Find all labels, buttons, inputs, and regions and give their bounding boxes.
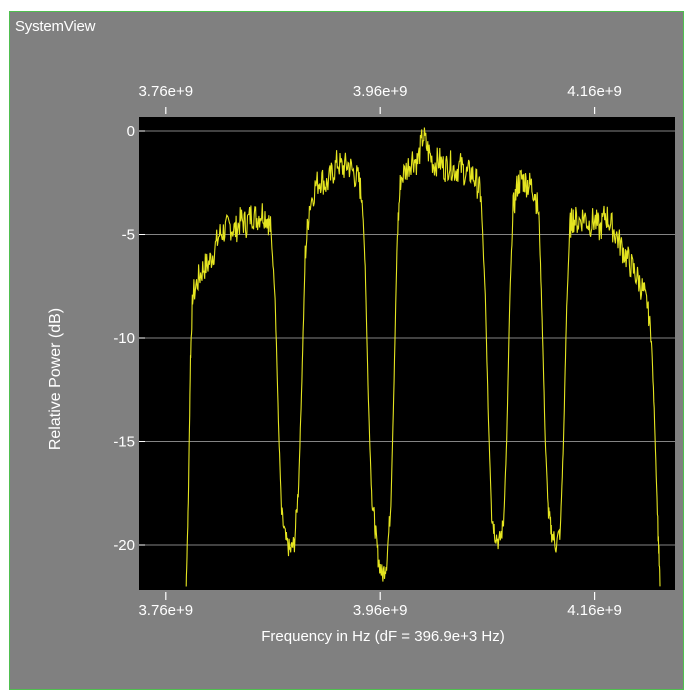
top-tick-label-1: 3.96e+9 [353,83,408,100]
window-title: SystemView [15,18,96,35]
grid-lines [139,130,675,546]
y-axis-label: Relative Power (dB) [47,308,64,450]
x-axis-label: Frequency in Hz (dF = 396.9e+3 Hz) [261,628,504,645]
bottom-axis: 3.76e+9 3.96e+9 4.16e+9 [138,592,622,619]
y-tick-label-3: -15 [113,434,135,451]
systemview-window: SystemView 3.76e+9 3.96e+9 4.16e+9 3.76e+9… [9,11,684,690]
top-axis: 3.76e+9 3.96e+9 4.16e+9 [138,83,622,114]
bottom-tick-label-0: 3.76e+9 [138,602,193,619]
bottom-tick-label-1: 3.96e+9 [353,602,408,619]
y-axis: 0 -5 -10 -15 -20 [113,123,145,554]
series-trace [185,127,661,587]
y-tick-label-4: -20 [113,537,135,554]
spectrum-chart: 3.76e+9 3.96e+9 4.16e+9 3.76e+9 3.96e+9 4.16… [47,83,675,645]
y-tick-label-1: -5 [122,227,135,244]
top-tick-label-2: 4.16e+9 [567,83,622,100]
y-tick-label-0: 0 [127,123,135,140]
plot-area [139,117,675,590]
trace-group [185,127,661,587]
y-tick-label-2: -10 [113,330,135,347]
bottom-tick-label-2: 4.16e+9 [567,602,622,619]
top-tick-label-0: 3.76e+9 [138,83,193,100]
